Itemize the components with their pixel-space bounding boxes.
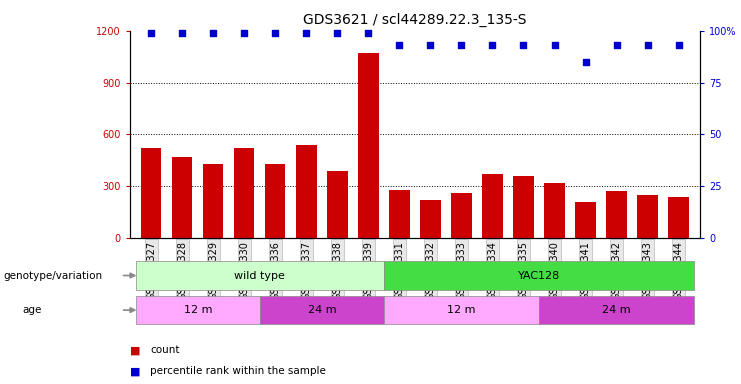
Point: [517, 42, 529, 48]
Bar: [173, 157, 193, 238]
Point: [301, 30, 313, 36]
Bar: [606, 191, 627, 238]
Title: GDS3621 / scl44289.22.3_135-S: GDS3621 / scl44289.22.3_135-S: [303, 13, 527, 27]
Point: [176, 30, 188, 36]
Point: [487, 42, 499, 48]
Point: [270, 30, 282, 36]
Text: age: age: [22, 305, 41, 315]
Text: 12 m: 12 m: [448, 305, 476, 315]
Text: 12 m: 12 m: [184, 305, 212, 315]
Text: count: count: [150, 345, 180, 355]
Point: [393, 42, 405, 48]
Bar: [545, 183, 565, 238]
Bar: [296, 145, 316, 238]
Bar: [576, 202, 596, 238]
Point: [239, 30, 250, 36]
Bar: [451, 193, 471, 238]
Bar: [420, 200, 441, 238]
Text: 24 m: 24 m: [308, 305, 336, 315]
Point: [673, 42, 685, 48]
Bar: [637, 195, 657, 238]
Bar: [265, 164, 285, 238]
Bar: [142, 148, 162, 238]
Point: [642, 42, 654, 48]
Bar: [234, 148, 254, 238]
Point: [548, 42, 560, 48]
Bar: [514, 176, 534, 238]
Bar: [328, 170, 348, 238]
Text: YAC128: YAC128: [518, 270, 560, 281]
Point: [362, 30, 374, 36]
Bar: [482, 174, 502, 238]
Text: percentile rank within the sample: percentile rank within the sample: [150, 366, 326, 376]
Point: [331, 30, 343, 36]
Text: ■: ■: [130, 366, 140, 376]
Point: [425, 42, 436, 48]
Point: [207, 30, 219, 36]
Point: [611, 42, 622, 48]
Bar: [668, 197, 688, 238]
Text: ■: ■: [130, 345, 140, 355]
Bar: [389, 190, 410, 238]
Point: [579, 59, 591, 65]
Text: genotype/variation: genotype/variation: [4, 270, 103, 281]
Point: [456, 42, 468, 48]
Text: 24 m: 24 m: [602, 305, 631, 315]
Bar: [203, 164, 224, 238]
Text: wild type: wild type: [234, 270, 285, 281]
Point: [145, 30, 157, 36]
Bar: [359, 53, 379, 238]
